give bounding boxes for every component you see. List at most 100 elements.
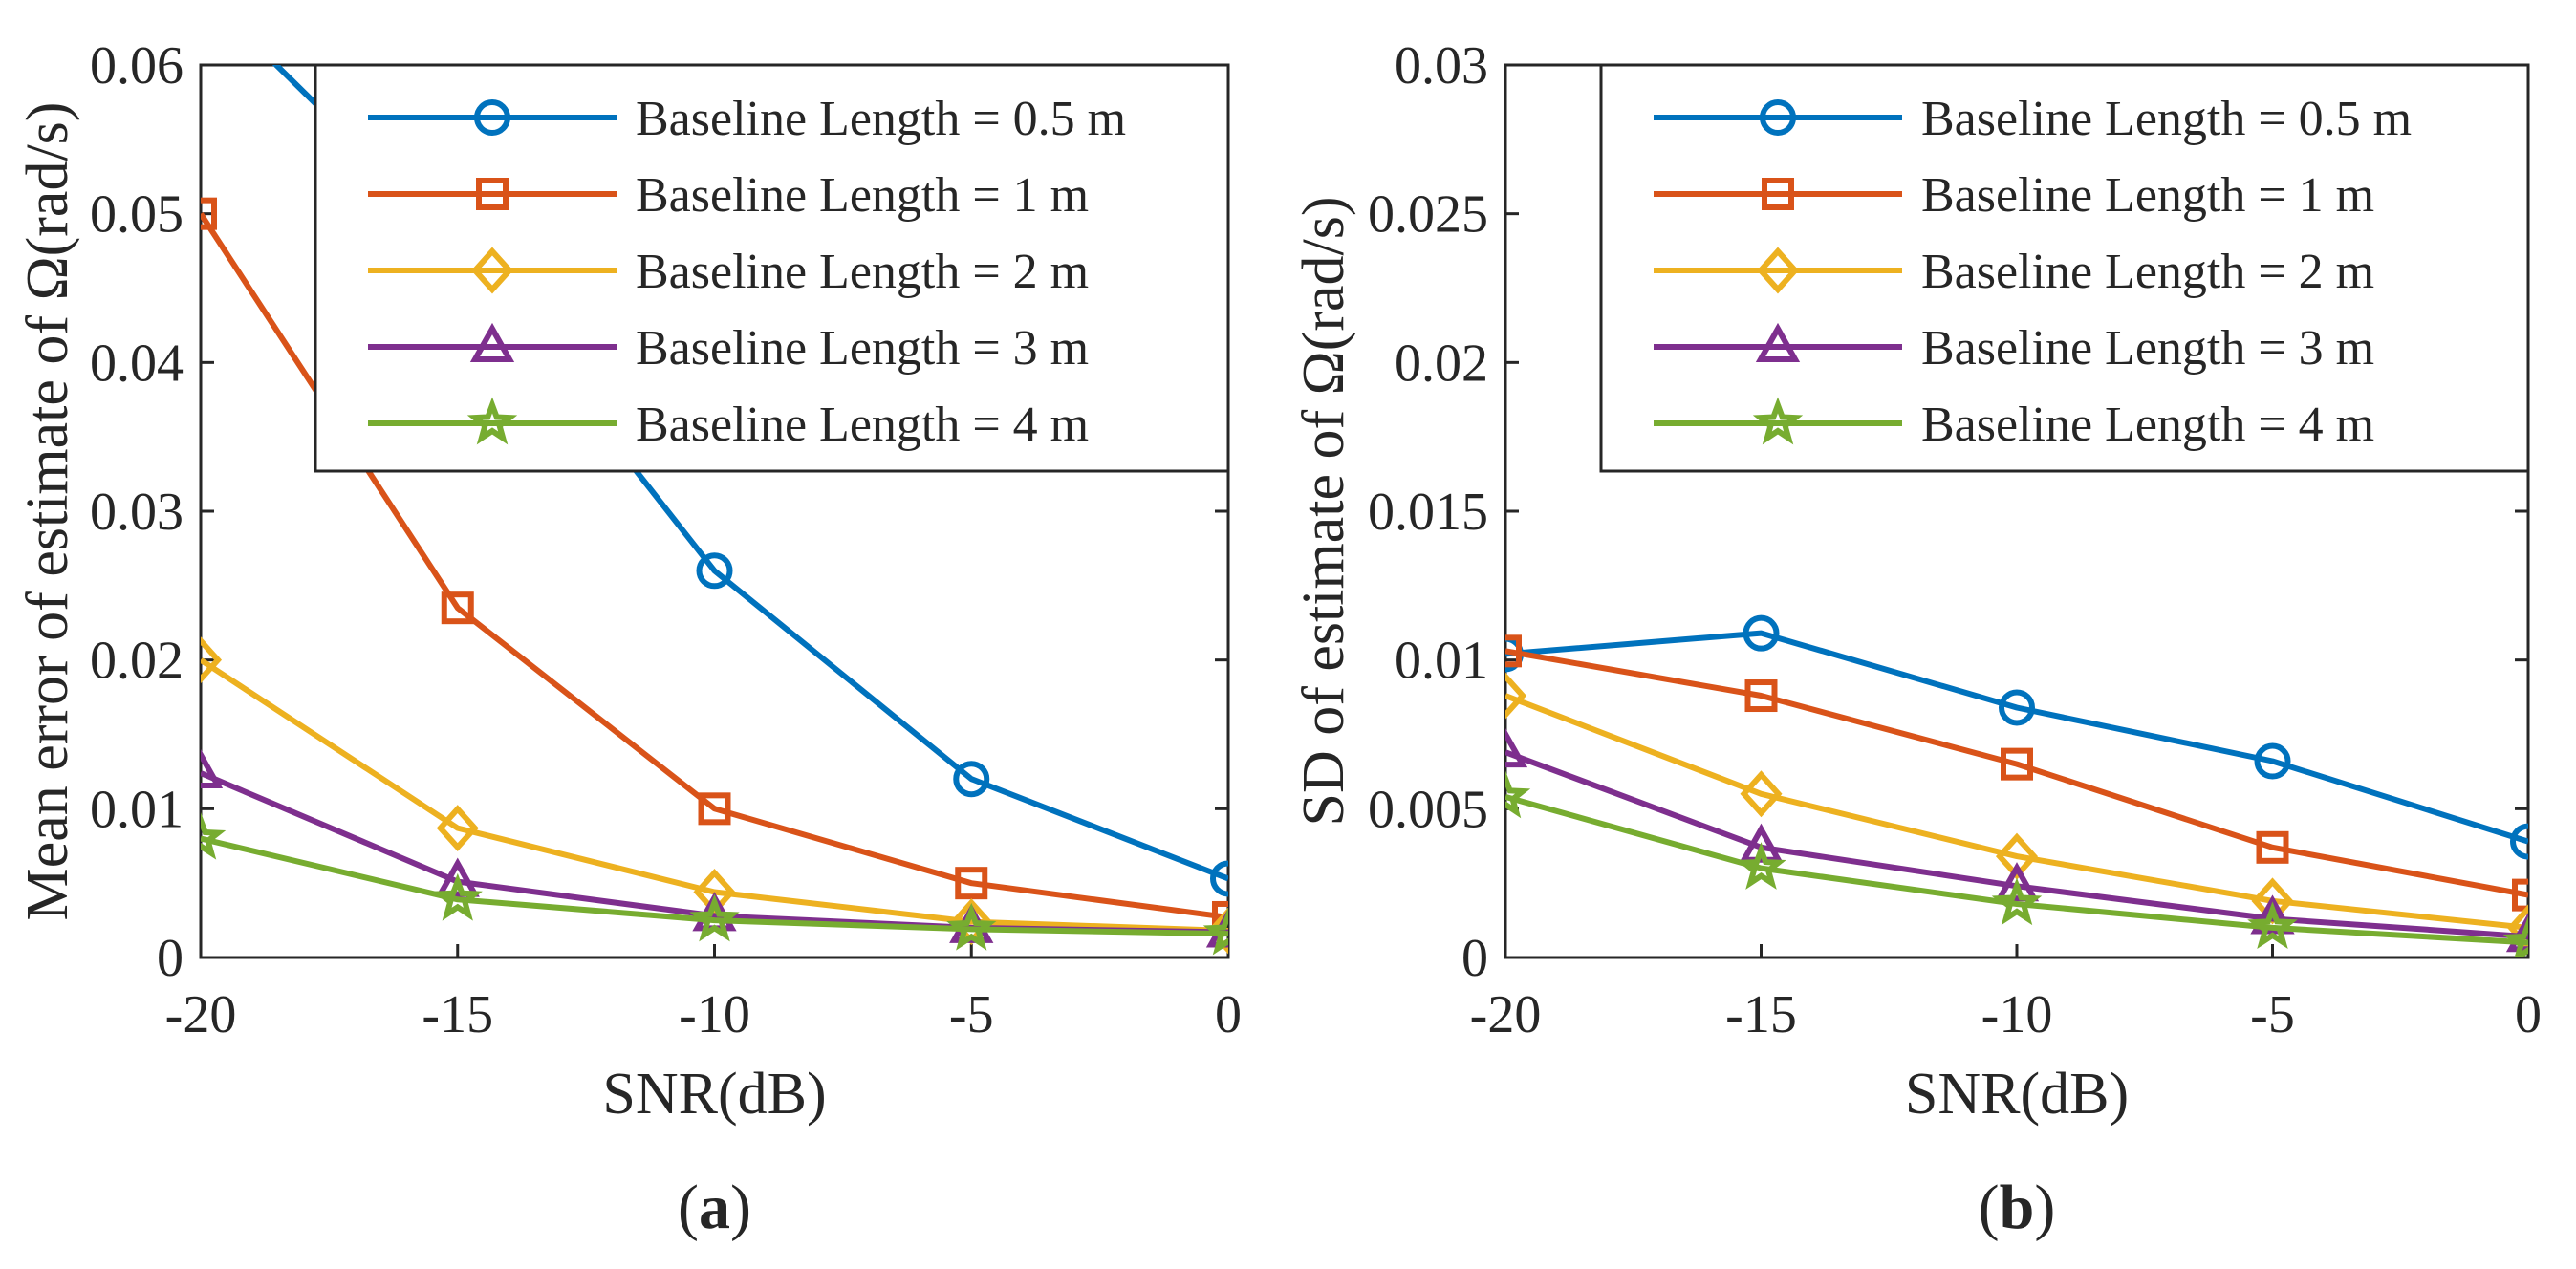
x-tick-label: -20 (1470, 985, 1542, 1044)
data-point-square-marker (2512, 878, 2528, 912)
data-point-star-marker (1991, 877, 2043, 926)
panel-label: (b) (1979, 1172, 2056, 1242)
y-tick-label: 0.005 (1368, 780, 1488, 839)
legend-item: Baseline Length = 2 m (368, 245, 1089, 299)
legend-item: Baseline Length = 0.5 m (368, 92, 1126, 146)
data-point-triangle-marker (1994, 862, 2040, 902)
data-point-circle-marker (696, 552, 733, 590)
legend-square-marker (476, 178, 509, 210)
y-tick-label: 0.03 (90, 483, 184, 542)
y-tick-label: 0.025 (1368, 185, 1488, 245)
legend-diamond-marker (1756, 247, 1800, 294)
data-point-square-marker (1212, 900, 1228, 934)
y-tick-label: 0 (1461, 929, 1488, 988)
data-point-circle-marker (185, 0, 216, 6)
x-tick-label: -15 (1725, 985, 1797, 1044)
series-1 (1505, 634, 2528, 912)
y-tick-label: 0.06 (90, 36, 184, 96)
data-point-star-marker (689, 893, 740, 942)
chart-panel-b: 0 0.005 0.01 0.015 0.02 0.025 0.03 -20 -15 -10 -5 0… (1291, 36, 2542, 1242)
panel-label: (a) (678, 1172, 751, 1242)
legend-item: Baseline Length = 2 m (1654, 245, 2374, 299)
legend-label: Baseline Length = 1 m (1921, 168, 2374, 223)
data-point-square-marker (1505, 634, 1522, 668)
legend-label: Baseline Length = 2 m (636, 245, 1089, 299)
data-point-circle-marker (953, 761, 990, 798)
data-point-star-marker (201, 811, 227, 860)
panel-label-letter: a (699, 1172, 730, 1242)
data-point-square-marker (1744, 679, 1778, 713)
series-line (201, 835, 1228, 937)
legend-label: Baseline Length = 0.5 m (636, 92, 1126, 146)
series-line (201, 212, 1228, 920)
legend-label: Baseline Length = 0.5 m (1921, 92, 2412, 146)
legend-item: Baseline Length = 3 m (1654, 321, 2374, 376)
data-point-circle-marker (2254, 742, 2291, 780)
legend-item: Baseline Length = 3 m (368, 321, 1089, 376)
y-tick-label: 0.04 (90, 333, 184, 393)
data-point-triangle-marker (1505, 728, 1528, 768)
y-axis-label: Mean error of estimate of Ω(rad/s) (15, 102, 80, 921)
legend-item: Baseline Length = 1 m (368, 168, 1089, 223)
legend-label: Baseline Length = 3 m (1921, 321, 2374, 376)
x-axis-label: SNR(dB) (602, 1062, 826, 1127)
series-1 (201, 197, 1228, 934)
panel-label-open: ( (1979, 1172, 2000, 1242)
data-point-diamond-marker (1740, 770, 1783, 818)
series-line (1505, 630, 2528, 845)
legend-label: Baseline Length = 1 m (636, 168, 1089, 223)
legend-diamond-marker (470, 247, 514, 294)
series-4 (1505, 770, 2528, 957)
series-line (1505, 648, 2528, 898)
data-point-triangle-marker (201, 748, 224, 788)
data-point-square-marker (441, 591, 474, 625)
legend-item: Baseline Length = 4 m (1654, 397, 2374, 452)
data-point-circle-marker (1743, 614, 1780, 652)
y-tick-label: 0.02 (90, 632, 184, 691)
series-2 (1505, 672, 2528, 952)
legend-square-marker (1762, 178, 1794, 210)
data-point-star-marker (432, 872, 483, 921)
x-tick-label: 0 (1215, 985, 1242, 1044)
series-line (1505, 693, 2528, 931)
legend: Baseline Length = 0.5 m Baseline Length =… (314, 63, 1230, 473)
series-4 (201, 811, 1228, 956)
x-tick-label: -10 (679, 985, 750, 1044)
x-tick-label: -15 (422, 985, 493, 1044)
x-axis-label: SNR(dB) (1905, 1062, 2129, 1127)
legend-triangle-marker (469, 322, 515, 362)
data-point-square-marker (201, 197, 217, 230)
x-tick-label: 0 (2515, 985, 2542, 1044)
data-point-triangle-marker (1739, 823, 1784, 863)
legend-triangle-marker (1755, 322, 1801, 362)
legend-item: Baseline Length = 4 m (368, 397, 1089, 452)
data-point-circle-marker (2510, 823, 2528, 860)
chart-panel-a: 0 0.01 0.02 0.03 0.04 0.05 0.06 -20 -15 -10 -5 0 Bas… (15, 0, 1242, 1242)
y-tick-label: 0.015 (1368, 483, 1488, 542)
data-point-diamond-marker (1995, 832, 2039, 880)
legend-item: Baseline Length = 0.5 m (1654, 92, 2412, 146)
data-point-star-marker (2247, 901, 2298, 950)
legend-item: Baseline Length = 1 m (1654, 168, 2374, 223)
legend-circle-marker (474, 99, 510, 136)
legend-star-marker (466, 397, 518, 445)
y-tick-label: 0.01 (90, 780, 184, 839)
data-point-diamond-marker (2506, 904, 2528, 952)
data-point-triangle-marker (2250, 894, 2295, 935)
legend-label: Baseline Length = 4 m (636, 398, 1089, 452)
data-point-diamond-marker (201, 636, 223, 684)
data-point-star-marker (946, 902, 997, 951)
panel-label-close: ) (2034, 1172, 2055, 1242)
y-tick-label: 0.05 (90, 185, 184, 245)
data-point-star-marker (1505, 770, 1531, 819)
data-point-diamond-marker (436, 805, 479, 852)
x-tick-label: -10 (1981, 985, 2053, 1044)
y-tick-label: 0.03 (1395, 36, 1488, 96)
data-point-square-marker (2001, 747, 2033, 781)
panel-label-close: ) (730, 1172, 751, 1242)
legend-circle-marker (1760, 99, 1796, 136)
panel-label-letter: b (2000, 1172, 2035, 1242)
y-tick-label: 0.01 (1395, 632, 1488, 691)
data-point-star-marker (1736, 842, 1786, 890)
